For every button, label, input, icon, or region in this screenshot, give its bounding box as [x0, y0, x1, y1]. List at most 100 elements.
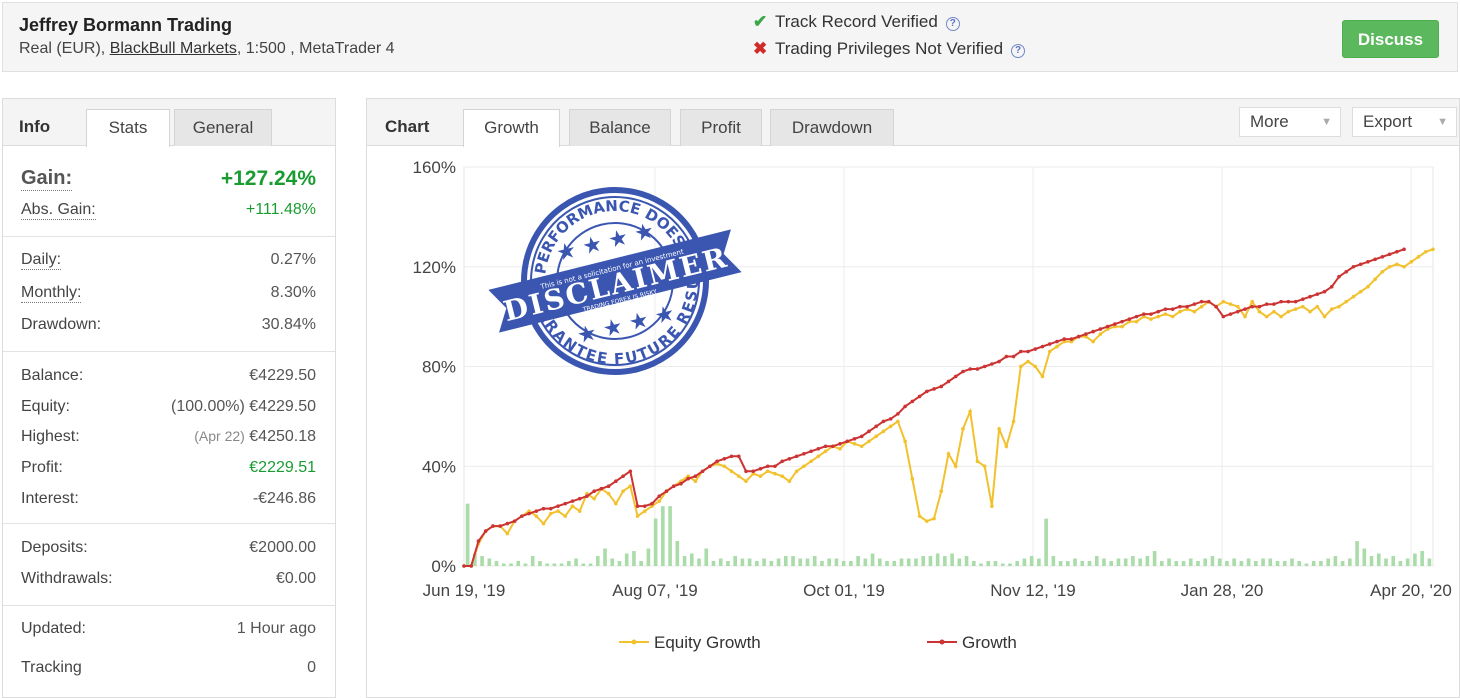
volume-bar: [516, 561, 521, 566]
tab-stats[interactable]: Stats: [86, 109, 170, 147]
volume-bar: [972, 561, 976, 566]
discuss-button[interactable]: Discuss: [1342, 20, 1439, 58]
equity-growth-point: [1113, 324, 1117, 329]
growth-point: [505, 521, 510, 526]
equity-growth-point: [794, 469, 799, 474]
growth-point: [1178, 304, 1182, 309]
equity-growth-point: [1315, 304, 1320, 309]
equity-growth-point: [917, 514, 922, 518]
growth-point: [1243, 307, 1247, 311]
growth-point: [1149, 312, 1153, 316]
volume-bar: [957, 558, 962, 566]
equity-value-group: (100.00%) €4229.50: [171, 398, 316, 416]
growth-chart: 0% 40% 80% 120% 160% Jun 19, '19 Aug 07, '19 Oc…: [413, 158, 1452, 652]
equity-growth-point: [939, 489, 944, 493]
growth-point: [975, 367, 980, 371]
growth-point: [744, 469, 748, 474]
updated-value: 1 Hour ago: [236, 620, 316, 637]
volume-bar: [914, 558, 918, 566]
legend-growth[interactable]: Growth: [927, 633, 1017, 652]
volume-bar: [986, 561, 991, 566]
equity-growth-point: [1250, 299, 1255, 304]
daily-label[interactable]: Daily:: [21, 251, 62, 270]
equity-growth-point: [953, 464, 958, 469]
info-panel: Info Stats General Gain: +127.24% Abs. G…: [2, 98, 336, 698]
volume-bar: [1087, 561, 1092, 566]
divider: [3, 236, 335, 237]
equity-growth-point: [1322, 314, 1327, 319]
tab-drawdown[interactable]: Drawdown: [770, 109, 894, 146]
growth-point: [577, 496, 582, 501]
equity-growth-point: [751, 471, 756, 476]
account-details: Real (EUR), BlackBull Markets, 1:500 , M…: [19, 40, 395, 58]
volume-bar: [661, 506, 665, 566]
info-tabbar: Info Stats General: [3, 99, 335, 147]
x-tick-label: Jan 28, '20: [1181, 581, 1264, 600]
volume-bar: [509, 563, 513, 566]
broker-link[interactable]: BlackBull Markets: [109, 40, 237, 57]
volume-bar: [885, 561, 889, 566]
growth-point: [946, 379, 951, 384]
volume-bar: [1029, 556, 1034, 566]
monthly-value: 8.30%: [270, 284, 316, 301]
growth-point: [816, 446, 821, 451]
growth-point: [1163, 307, 1168, 311]
daily-value: 0.27%: [270, 251, 316, 268]
volume-bar: [1116, 558, 1121, 566]
volume-bar: [1225, 561, 1229, 566]
volume-bar: [906, 558, 911, 566]
monthly-label[interactable]: Monthly:: [21, 284, 82, 303]
volume-bar: [711, 561, 716, 566]
growth-point: [729, 454, 734, 459]
tab-growth[interactable]: Growth: [463, 109, 560, 147]
growth-point: [1279, 299, 1283, 304]
equity-growth-point: [787, 479, 792, 484]
volume-bar: [465, 503, 470, 566]
volume-bar: [538, 561, 542, 566]
growth-point: [809, 449, 813, 454]
tab-balance[interactable]: Balance: [569, 109, 671, 146]
growth-point: [773, 464, 777, 469]
growth-point: [867, 429, 871, 434]
profit-label: Profit:: [21, 459, 63, 476]
volume-bar: [805, 558, 810, 566]
volume-bar: [762, 558, 766, 566]
equity-growth-point: [729, 469, 734, 474]
equity-growth-point: [1416, 254, 1421, 259]
equity-growth-point: [541, 521, 546, 526]
volume-bar: [1268, 558, 1273, 566]
stat-balance: Balance: €4229.50: [21, 367, 316, 391]
volume-bar: [1376, 553, 1381, 566]
equity-growth-point: [1423, 249, 1428, 254]
help-icon[interactable]: ?: [1011, 44, 1026, 58]
growth-point: [917, 394, 922, 399]
divider: [3, 351, 335, 352]
export-dropdown[interactable]: Export ▼: [1352, 107, 1457, 137]
tab-general[interactable]: General: [174, 109, 272, 146]
equity-growth-point: [592, 496, 596, 501]
growth-point: [1264, 302, 1269, 306]
gain-label[interactable]: Gain:: [21, 167, 73, 191]
tab-profit[interactable]: Profit: [680, 109, 762, 146]
growth-point: [664, 489, 669, 493]
volume-bar: [675, 541, 680, 566]
help-icon[interactable]: ?: [945, 17, 960, 31]
equity-growth-point: [881, 429, 886, 434]
volume-bar: [704, 548, 709, 566]
drawdown-value: 30.84%: [261, 316, 316, 333]
growth-point: [903, 404, 907, 409]
equity-growth-point: [1228, 302, 1233, 306]
growth-point: [614, 479, 618, 484]
legend-equity-growth[interactable]: Equity Growth: [619, 633, 761, 652]
deposits-label: Deposits:: [21, 539, 88, 556]
abs-gain-value: +111.48%: [245, 201, 316, 218]
growth-point: [548, 506, 553, 511]
equity-growth-point: [1286, 309, 1291, 314]
volume-bar: [1022, 558, 1027, 566]
stat-deposits: Deposits: €2000.00: [21, 539, 316, 563]
volume-bar: [1326, 558, 1330, 566]
more-dropdown[interactable]: More ▼: [1239, 107, 1341, 137]
growth-point: [1047, 342, 1052, 346]
equity-growth-point: [1185, 307, 1189, 311]
abs-gain-label[interactable]: Abs. Gain:: [21, 201, 96, 220]
